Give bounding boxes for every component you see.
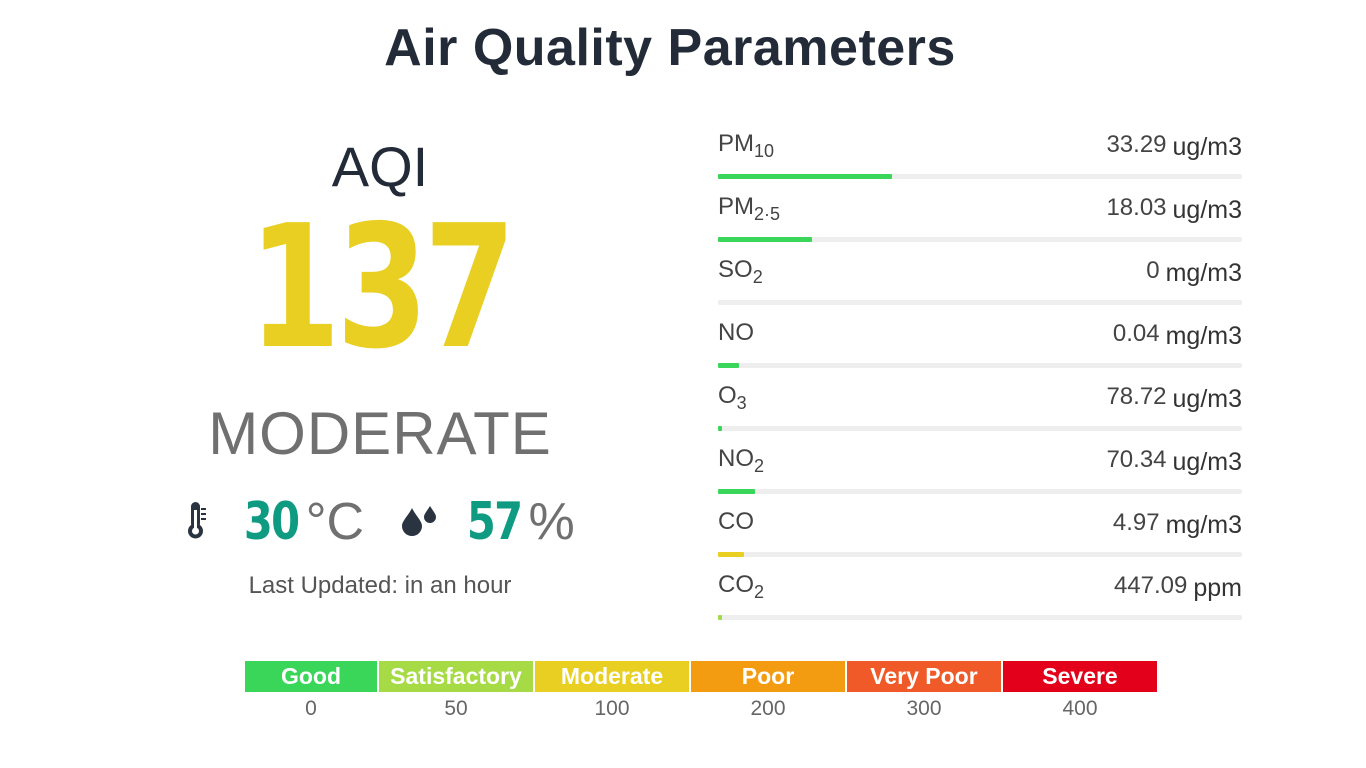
parameter-level-fill <box>718 552 745 557</box>
parameter-value: 0 mg/m3 <box>1146 256 1242 287</box>
parameter-row: PM2·5 18.03 ug/m3 <box>718 193 1242 256</box>
parameter-name-base: PM <box>718 193 754 220</box>
aqi-scale: Good Satisfactory Moderate Poor Very Poor Sev… <box>245 661 1159 692</box>
aqi-summary: AQI 137 MODERATE 30 °C <box>188 130 575 600</box>
parameter-name-subscript: 2·5 <box>754 204 781 224</box>
scale-tick-label: 0 <box>305 697 317 720</box>
parameter-name: O3 <box>718 382 747 414</box>
temperature-unit: °C <box>305 493 365 551</box>
parameter-level-fill <box>718 237 813 242</box>
parameter-value: 4.97 mg/m3 <box>1112 508 1242 539</box>
scale-segment-good: Good <box>245 661 377 692</box>
parameter-name-base: NO <box>718 319 754 346</box>
parameter-row: NO2 70.34 ug/m3 <box>718 445 1242 508</box>
aqi-status: MODERATE <box>208 400 552 467</box>
parameter-unit: mg/m3 <box>1165 322 1242 350</box>
parameter-value: 70.34 ug/m3 <box>1106 445 1242 476</box>
parameter-unit: ug/m3 <box>1172 133 1242 161</box>
parameter-row: CO 4.97 mg/m3 <box>718 508 1242 571</box>
scale-segment-moderate: Moderate <box>535 661 689 692</box>
parameter-name-base: CO <box>718 571 754 598</box>
parameter-name-base: NO <box>718 445 754 472</box>
scale-segment-severe: Severe <box>1003 661 1157 692</box>
parameter-name-subscript: 3 <box>736 393 747 413</box>
parameter-name-base: PM <box>718 130 754 157</box>
parameter-unit: ug/m3 <box>1172 196 1242 224</box>
parameter-value-number: 70.34 <box>1106 446 1167 473</box>
parameter-name: CO2 <box>718 571 764 603</box>
parameter-value-number: 0.04 <box>1112 320 1160 347</box>
parameter-list: PM10 33.29 ug/m3 PM2·5 18.03 ug/m3 SO2 0 mg/m3 NO… <box>718 130 1242 634</box>
temperature-value: 30 <box>244 492 300 552</box>
parameter-unit: mg/m3 <box>1165 259 1242 287</box>
scale-segment-poor: Poor <box>691 661 845 692</box>
parameter-value-number: 4.97 <box>1112 509 1160 536</box>
parameter-value-number: 33.29 <box>1106 131 1167 158</box>
parameter-level-track <box>718 174 1242 179</box>
parameter-value-number: 78.72 <box>1106 383 1167 410</box>
parameter-value: 447.09 ppm <box>1113 571 1242 602</box>
scale-tick-label: 400 <box>1062 697 1098 720</box>
humidity-group: 57 % <box>400 492 575 552</box>
humidity-value: 57 <box>466 492 523 552</box>
parameter-name: PM2·5 <box>718 193 780 225</box>
humidity-unit: % <box>528 493 575 551</box>
scale-tick-label: 50 <box>444 697 468 720</box>
parameter-name-base: O <box>718 382 737 409</box>
temperature-group: 30 °C <box>185 492 364 552</box>
parameter-value: 33.29 ug/m3 <box>1106 130 1242 161</box>
parameter-name-subscript: 2 <box>752 267 763 287</box>
parameter-value-number: 0 <box>1146 257 1160 284</box>
parameter-row: PM10 33.29 ug/m3 <box>718 130 1242 193</box>
parameter-name: NO <box>718 319 754 347</box>
parameter-value: 78.72 ug/m3 <box>1106 382 1242 413</box>
scale-segment-very-poor: Very Poor <box>847 661 1001 692</box>
parameter-value-number: 18.03 <box>1106 194 1167 221</box>
parameter-level-track <box>718 615 1242 620</box>
scale-tick-label: 300 <box>906 697 942 720</box>
scale-tick-label: 100 <box>594 697 630 720</box>
parameter-name-base: SO <box>718 256 753 283</box>
parameter-name-subscript: 2 <box>754 456 765 476</box>
parameter-level-fill <box>718 363 739 368</box>
parameter-row: O3 78.72 ug/m3 <box>718 382 1242 445</box>
parameter-row: NO 0.04 mg/m3 <box>718 319 1242 382</box>
scale-tick-label: 200 <box>750 697 786 720</box>
parameter-unit: mg/m3 <box>1165 511 1242 539</box>
aqi-scale-ticks: 0 50 100 200 300 400 <box>245 697 1159 727</box>
parameter-name: CO <box>718 508 754 536</box>
parameter-value-number: 447.09 <box>1113 572 1188 599</box>
parameter-level-track <box>718 237 1242 242</box>
page-title: Air Quality Parameters <box>384 19 956 77</box>
parameter-level-fill <box>718 615 723 620</box>
parameter-value: 0.04 mg/m3 <box>1112 319 1242 350</box>
parameter-level-track <box>718 426 1242 431</box>
thermometer-icon <box>185 500 207 545</box>
parameter-unit: ug/m3 <box>1172 385 1242 413</box>
aqi-label: AQI <box>331 135 429 198</box>
last-updated: Last Updated: in an hour <box>248 572 512 599</box>
parameter-level-track <box>718 363 1242 368</box>
parameter-unit: ppm <box>1193 574 1242 602</box>
parameter-value: 18.03 ug/m3 <box>1106 193 1242 224</box>
parameter-name: PM10 <box>718 130 774 162</box>
parameter-name-subscript: 2 <box>754 582 765 602</box>
aqi-value: 137 <box>248 189 516 387</box>
parameter-name-subscript: 10 <box>754 141 775 161</box>
parameter-level-fill <box>718 426 723 431</box>
parameter-name: NO2 <box>718 445 764 477</box>
parameter-level-track <box>718 489 1242 494</box>
parameter-level-track <box>718 552 1242 557</box>
parameter-row: SO2 0 mg/m3 <box>718 256 1242 319</box>
water-drops-icon <box>400 504 438 541</box>
parameter-level-fill <box>718 174 893 179</box>
weather-readings: 30 °C 57 % <box>188 492 575 552</box>
scale-segment-satisfactory: Satisfactory <box>379 661 533 692</box>
parameter-name: SO2 <box>718 256 763 288</box>
parameter-row: CO2 447.09 ppm <box>718 571 1242 634</box>
parameter-level-track <box>718 300 1242 305</box>
parameter-unit: ug/m3 <box>1172 448 1242 476</box>
parameter-name-base: CO <box>718 508 754 535</box>
parameter-level-fill <box>718 489 755 494</box>
